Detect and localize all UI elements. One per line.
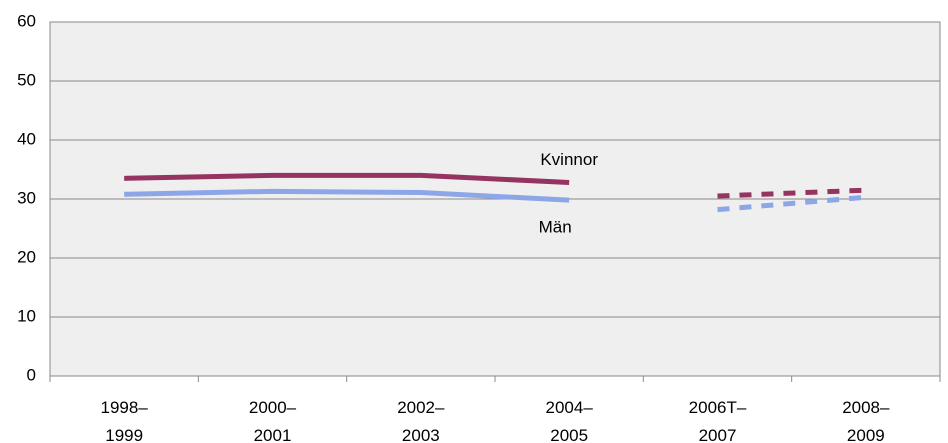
y-tick-label: 20 xyxy=(17,247,36,266)
series-line xyxy=(124,188,570,203)
x-tick-label: 2000– 2001 xyxy=(248,398,297,443)
y-tick-label: 30 xyxy=(17,188,36,207)
y-tick-label: 10 xyxy=(17,306,36,325)
series-label: Män xyxy=(539,218,572,237)
x-tick-label: 1998– 1999 xyxy=(100,398,148,443)
x-tick-label: 2002– 2003 xyxy=(397,398,445,443)
series-label: Kvinnor xyxy=(540,150,598,169)
x-tick-label: 2008– 2009 xyxy=(842,398,890,443)
y-tick-label: 0 xyxy=(27,365,36,384)
x-tick-label: 2004– 2005 xyxy=(545,398,593,443)
y-tick-label: 50 xyxy=(17,70,36,89)
series-line xyxy=(717,194,867,213)
y-tick-label: 40 xyxy=(17,129,36,148)
y-tick-label: 60 xyxy=(17,11,36,30)
x-tick-label: 2006T– 2007 xyxy=(688,398,747,443)
series-line xyxy=(717,187,866,199)
series-line xyxy=(124,172,570,185)
